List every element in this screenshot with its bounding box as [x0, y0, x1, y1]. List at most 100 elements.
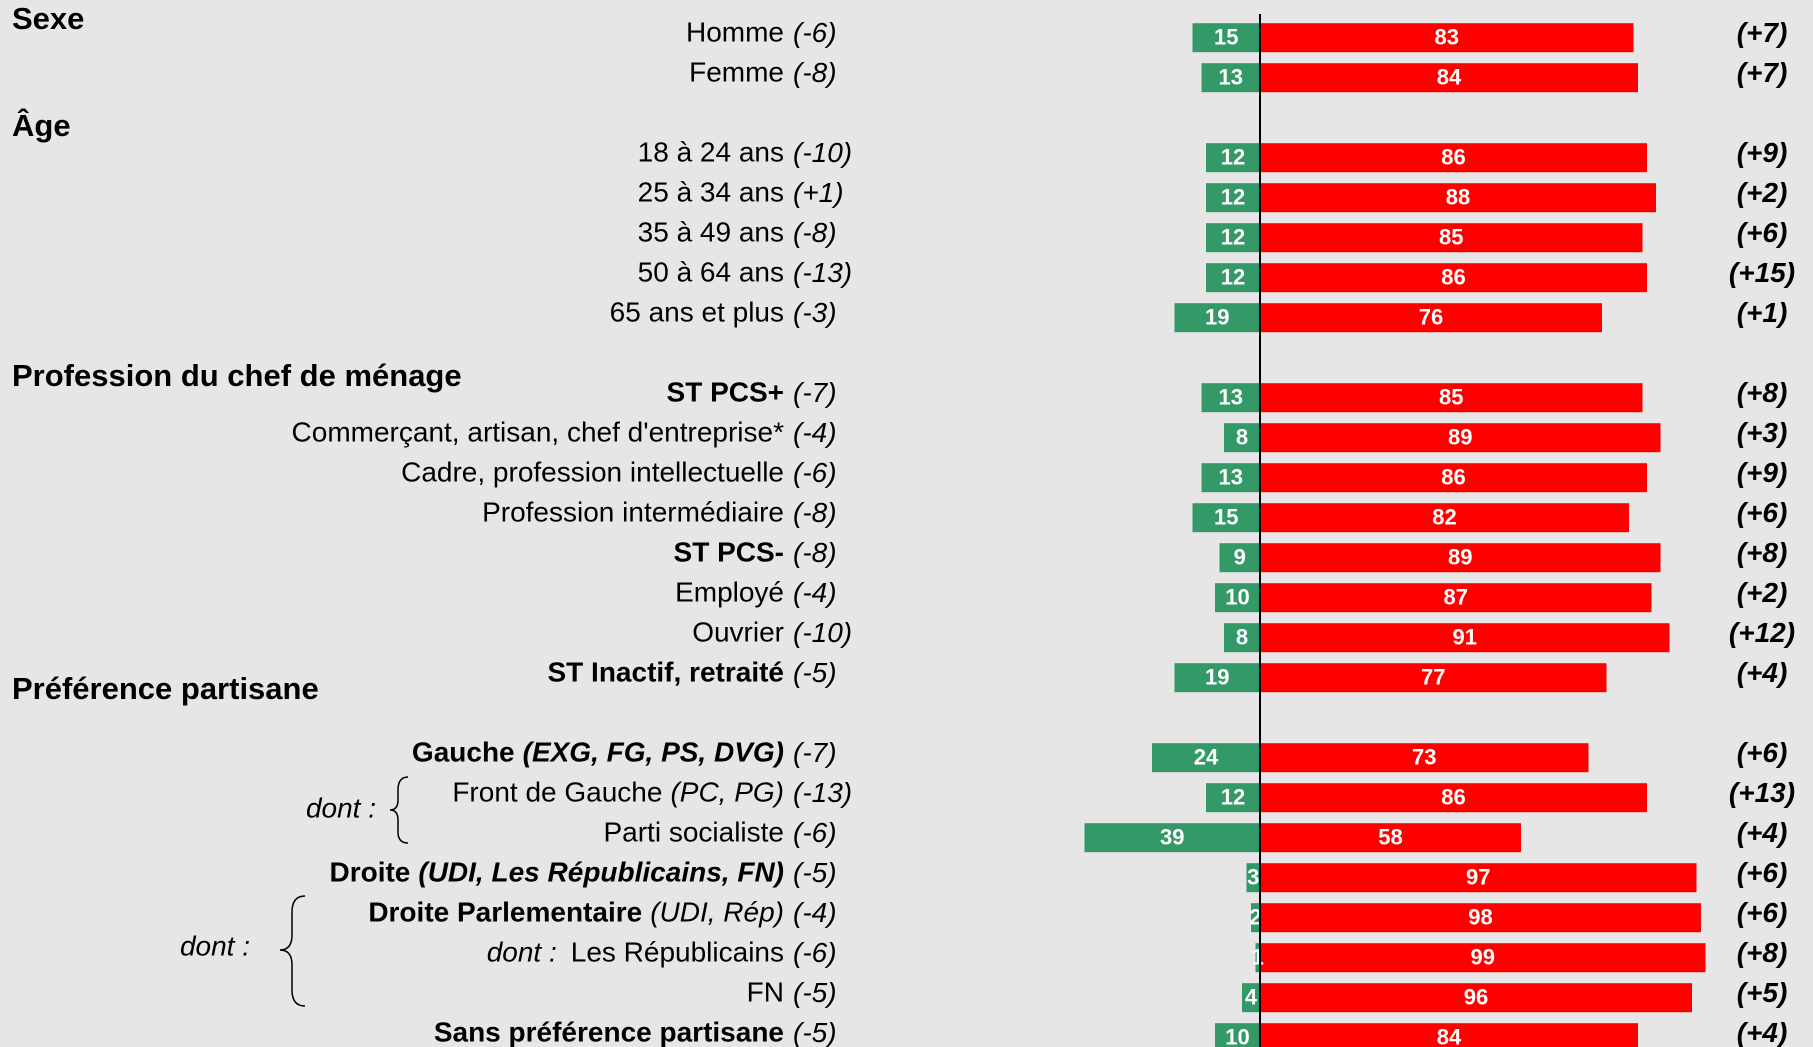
row-label: dont : Les Républicains: [487, 937, 784, 968]
right-value: 91: [1453, 625, 1477, 650]
row-label: Gauche (EXG, FG, PS, DVG): [412, 737, 784, 768]
right-value: 84: [1437, 65, 1462, 90]
row-label: Cadre, profession intellectuelle: [401, 457, 784, 488]
left-value: 19: [1205, 305, 1229, 330]
right-change: (+6): [1737, 897, 1788, 928]
right-bar: [1260, 143, 1647, 173]
left-bar: [1192, 503, 1260, 533]
row-label: ST Inactif, retraité: [547, 657, 784, 688]
right-value: 89: [1448, 545, 1472, 570]
row-label: ST PCS+: [667, 377, 784, 408]
right-change: (+3): [1737, 417, 1788, 448]
right-value: 87: [1444, 585, 1468, 610]
left-change: (-7): [793, 737, 837, 768]
right-change: (+6): [1737, 497, 1788, 528]
label: Front de Gauche: [452, 777, 662, 808]
left-change: (-6): [793, 457, 837, 488]
right-bar: [1260, 63, 1638, 93]
right-bar: [1260, 263, 1647, 293]
left-value: 13: [1219, 465, 1243, 490]
left-bar: [1215, 1023, 1260, 1047]
left-value: 1: [1252, 945, 1264, 970]
right-change: (+1): [1737, 297, 1788, 328]
row-label: Droite Parlementaire (UDI, Rép): [368, 897, 784, 928]
right-value: 86: [1441, 145, 1465, 170]
label: ST Inactif, retraité: [547, 657, 784, 688]
left-change: (-4): [793, 577, 837, 608]
right-bar: [1260, 663, 1607, 693]
left-value: 8: [1236, 425, 1248, 450]
right-change: (+12): [1729, 617, 1795, 648]
label-detail: (PC, PG): [670, 777, 784, 808]
brace: [389, 776, 409, 844]
left-bar: [1206, 263, 1260, 293]
left-change: (+1): [793, 177, 844, 208]
right-change: (+4): [1737, 657, 1788, 688]
left-change: (-6): [793, 817, 837, 848]
left-change: (-6): [793, 937, 837, 968]
left-value: 4: [1245, 985, 1258, 1010]
left-value: 8: [1236, 625, 1248, 650]
section-title: Préférence partisane: [12, 671, 319, 706]
left-change: (-5): [793, 857, 837, 888]
left-change: (-8): [793, 537, 837, 568]
left-value: 13: [1219, 65, 1243, 90]
left-bar: [1206, 783, 1260, 813]
right-change: (+2): [1737, 177, 1788, 208]
row-label: Employé: [675, 577, 784, 608]
left-change: (-8): [793, 497, 837, 528]
label: 18 à 24 ans: [638, 137, 784, 168]
left-value: 15: [1214, 505, 1238, 530]
left-bar: [1246, 863, 1260, 893]
label-prefix: dont :: [487, 937, 557, 968]
note: dont :: [180, 930, 250, 961]
label: FN: [747, 977, 784, 1008]
left-value: 15: [1214, 25, 1238, 50]
left-change: (-4): [793, 417, 837, 448]
right-value: 98: [1468, 905, 1492, 930]
label: Droite: [329, 857, 410, 888]
left-bar: [1201, 463, 1260, 493]
right-value: 96: [1464, 985, 1488, 1010]
right-bar: [1260, 543, 1661, 573]
right-bar: [1260, 823, 1521, 853]
left-value: 12: [1221, 785, 1245, 810]
row-label: Commerçant, artisan, chef d'entreprise*: [292, 417, 785, 448]
right-bar: [1260, 303, 1602, 333]
left-bar: [1174, 303, 1260, 333]
left-change: (-13): [793, 777, 852, 808]
right-bar: [1260, 623, 1670, 653]
label: ST PCS+: [667, 377, 784, 408]
row-label: Profession intermédiaire: [482, 497, 784, 528]
label: 65 ans et plus: [610, 297, 784, 328]
label: ST PCS-: [674, 537, 784, 568]
row-label: FN: [747, 977, 784, 1008]
left-value: 19: [1205, 665, 1229, 690]
right-change: (+15): [1729, 257, 1795, 288]
right-bar: [1260, 383, 1643, 413]
left-change: (-13): [793, 257, 852, 288]
right-value: 58: [1378, 825, 1402, 850]
right-change: (+7): [1737, 57, 1788, 88]
left-bar: [1201, 383, 1260, 413]
label: Gauche: [412, 737, 515, 768]
right-change: (+8): [1737, 377, 1788, 408]
brace: [279, 895, 306, 1007]
left-value: 39: [1160, 825, 1184, 850]
label-detail: (EXG, FG, PS, DVG): [523, 737, 784, 768]
right-value: 86: [1441, 785, 1465, 810]
right-change: (+8): [1737, 537, 1788, 568]
left-bar: [1152, 743, 1260, 773]
left-value: 9: [1234, 545, 1246, 570]
label: Parti socialiste: [603, 817, 784, 848]
right-bar: [1260, 863, 1697, 893]
right-value: 77: [1421, 665, 1445, 690]
left-change: (-5): [793, 1017, 837, 1047]
right-bar: [1260, 903, 1701, 933]
right-change: (+13): [1729, 777, 1795, 808]
right-bar: [1260, 583, 1652, 613]
label: Les Républicains: [571, 937, 784, 968]
right-value: 99: [1471, 945, 1495, 970]
right-bar: [1260, 463, 1647, 493]
right-bar: [1260, 503, 1629, 533]
